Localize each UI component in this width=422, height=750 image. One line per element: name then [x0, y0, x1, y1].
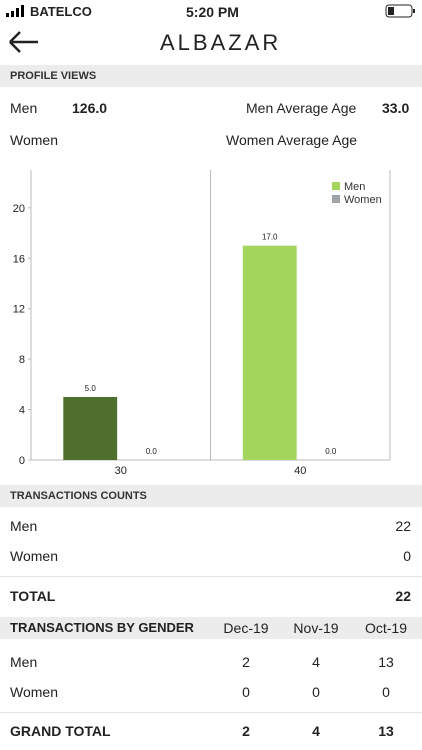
- label: Women Average Age: [226, 132, 358, 148]
- bar: [63, 396, 118, 460]
- legend-label: Men: [344, 181, 365, 193]
- total-cell: 4: [312, 723, 320, 739]
- section-header: [0, 617, 422, 639]
- cell: 0: [382, 684, 390, 700]
- data-label: 17.0: [262, 233, 278, 242]
- cell: 0: [242, 684, 250, 700]
- clock: 5:20 PM: [186, 4, 239, 20]
- row-label: Men: [10, 518, 38, 534]
- row-value: 22: [395, 518, 411, 534]
- divider: [0, 712, 422, 713]
- total-cell: 2: [242, 723, 250, 739]
- section-header: [0, 485, 422, 507]
- section-header: [0, 65, 422, 87]
- total-value: 22: [395, 588, 411, 604]
- cell: 0: [312, 684, 320, 700]
- cell: 4: [312, 654, 320, 670]
- row-label: Women: [10, 684, 58, 700]
- x-tick-label: 40: [294, 465, 306, 477]
- cell: 13: [378, 654, 394, 670]
- label: Women: [10, 132, 58, 148]
- section-title: TRANSACTIONS BY GENDER: [10, 620, 194, 635]
- value: 33.0: [382, 100, 410, 116]
- y-tick-label: 4: [19, 405, 25, 417]
- total-label: TOTAL: [10, 588, 56, 604]
- row-label: Women: [10, 548, 58, 564]
- total-cell: 13: [378, 723, 394, 739]
- column-header: Nov-19: [293, 620, 339, 636]
- legend-swatch: [332, 195, 340, 203]
- back-button[interactable]: [8, 30, 40, 54]
- value: 126.0: [72, 100, 108, 116]
- bar: [242, 245, 297, 460]
- data-label: 5.0: [85, 384, 97, 393]
- column-header: Dec-19: [223, 620, 269, 636]
- battery-icon: [385, 4, 415, 18]
- column-header: Oct-19: [364, 620, 407, 636]
- y-tick-label: 16: [13, 253, 25, 265]
- divider: [0, 576, 422, 577]
- label: Men Average Age: [246, 100, 357, 116]
- y-tick-label: 0: [19, 455, 25, 467]
- y-tick-label: 12: [13, 304, 25, 316]
- legend-label: Women: [344, 194, 382, 206]
- carrier: BATELCO: [30, 4, 92, 19]
- row-value: 0: [403, 548, 411, 564]
- section-title: TRANSACTIONS COUNTS: [10, 490, 147, 502]
- legend-swatch: [332, 182, 340, 190]
- y-tick-label: 20: [13, 203, 25, 215]
- section-title: PROFILE VIEWS: [10, 70, 97, 82]
- y-tick-label: 8: [19, 354, 25, 366]
- total-label: GRAND TOTAL: [10, 723, 111, 739]
- data-label: 0.0: [146, 447, 158, 456]
- cell: 2: [242, 654, 250, 670]
- signal-icon: [6, 5, 24, 17]
- data-label: 0.0: [325, 447, 337, 456]
- label: Men: [10, 100, 38, 116]
- logo: ALBAZAR: [160, 30, 282, 55]
- x-tick-label: 30: [115, 465, 127, 477]
- row-label: Men: [10, 654, 38, 670]
